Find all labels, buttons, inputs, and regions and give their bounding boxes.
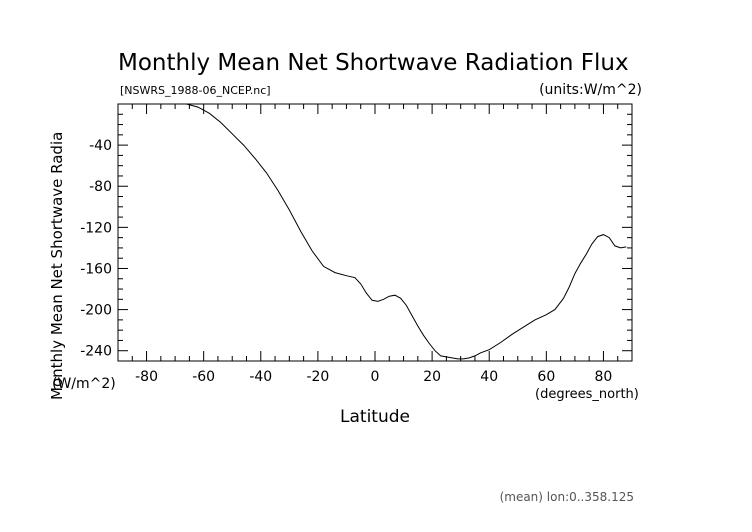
x-axis-unit: (degrees_north) [535, 387, 639, 402]
x-tick-label: -80 [135, 369, 158, 385]
footer-text: (mean) lon:0..358.125 [500, 490, 634, 504]
x-tick-label: 80 [595, 369, 613, 385]
y-tick-label: -160 [80, 261, 112, 277]
y-axis-label: Monthly Mean Net Shortwave Radia [48, 132, 66, 400]
x-axis-ticks: -80 -60 -40 -20 0 20 40 60 80 [117, 104, 633, 385]
x-tick-label: 60 [537, 369, 555, 385]
x-tick-label: 20 [423, 369, 441, 385]
x-tick-label: 40 [480, 369, 498, 385]
series-line [186, 103, 627, 360]
x-tick-label: -20 [306, 369, 329, 385]
y-tick-label: -40 [89, 138, 112, 154]
y-axis-ticks: -240 -200 -160 -120 -80 -40 [80, 103, 632, 360]
chart-title: Monthly Mean Net Shortwave Radiation Flu… [118, 50, 629, 76]
file-label: [NSWRS_1988-06_NCEP.nc] [120, 84, 271, 97]
x-axis-label: Latitude [340, 407, 410, 427]
y-axis-unit: (W/m^2) [52, 376, 116, 392]
y-tick-label: -240 [80, 344, 112, 360]
units-label: (units:W/m^2) [539, 82, 642, 98]
y-tick-label: -120 [80, 220, 112, 236]
plot-frame [117, 103, 633, 362]
x-tick-label: -60 [192, 369, 215, 385]
x-tick-label: 0 [371, 369, 380, 385]
y-tick-label: -200 [80, 303, 112, 319]
x-tick-label: -40 [249, 369, 272, 385]
y-tick-label: -80 [89, 179, 112, 195]
